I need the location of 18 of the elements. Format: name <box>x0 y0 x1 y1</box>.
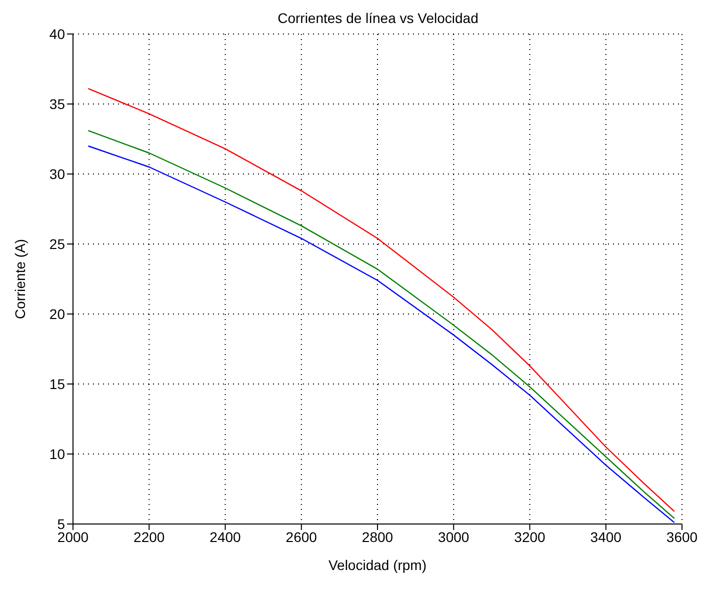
x-tick-label: 3600 <box>666 528 698 545</box>
x-tick-label: 2600 <box>286 528 318 545</box>
x-axis-title: Velocidad (rpm) <box>328 557 427 573</box>
x-tick-label: 2200 <box>134 528 165 545</box>
y-tick-label: 35 <box>49 96 66 112</box>
chart-title: Corrientes de línea vs Velocidad <box>276 10 480 26</box>
x-tick-label: 3000 <box>438 528 470 545</box>
y-tick-label: 20 <box>49 306 66 322</box>
y-axis-title: Corriente (A) <box>12 238 28 320</box>
y-tick-label: 30 <box>49 166 66 182</box>
x-tick-label: 2400 <box>210 528 242 545</box>
y-tick-label: 10 <box>49 446 66 462</box>
y-tick-label: 40 <box>49 26 66 42</box>
y-tick-label: 25 <box>49 236 66 252</box>
y-tick-label: 15 <box>49 376 66 392</box>
x-tick-label: 3200 <box>514 528 546 545</box>
x-tick-label: 3400 <box>590 528 622 545</box>
x-tick-label: 2800 <box>362 528 394 545</box>
